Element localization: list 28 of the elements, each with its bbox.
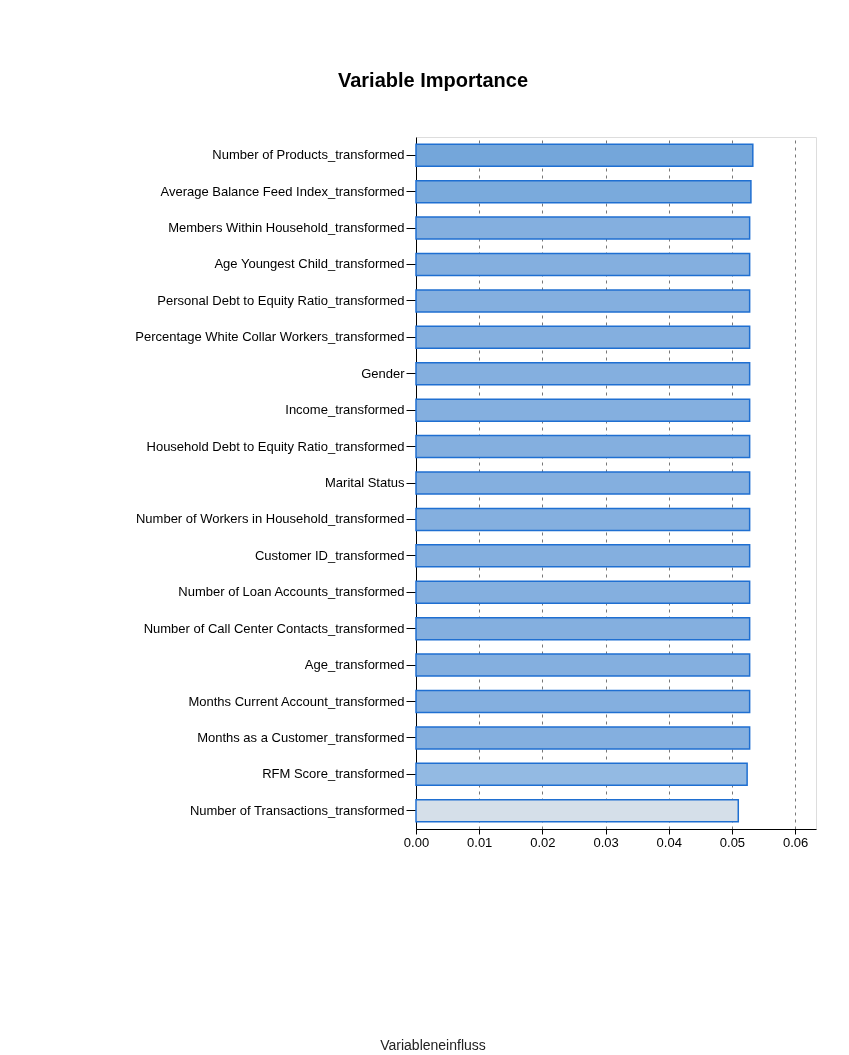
y-tick-label: Number of Call Center Contacts_transformed	[143, 620, 405, 636]
x-tick-label: 0.02	[530, 834, 556, 850]
y-tick-label: Number of Transactions_transformed	[189, 802, 405, 818]
x-tick-label: 0.06	[782, 834, 809, 850]
y-tick-label: Customer ID_transformed	[254, 547, 405, 563]
x-tick-label: 0.00	[403, 834, 430, 850]
chart-title: Variable Importance	[337, 69, 529, 91]
y-tick-label: Age Youngest Child_transformed	[214, 256, 405, 272]
y-tick-label: Percentage White Collar Workers_transformed	[135, 329, 405, 345]
x-tick-label: 0.03	[593, 834, 619, 850]
y-tick-label: Months as a Customer_transformed	[197, 729, 405, 745]
y-tick-label: Number of Workers in Household_transformed	[135, 511, 405, 527]
y-tick-label: Household Debt to Equity Ratio_transformed	[146, 438, 405, 454]
y-tick-label: Average Balance Feed Index_transformed	[160, 183, 405, 199]
y-tick-label: RFM Score_transformed	[262, 766, 405, 782]
y-tick-label: Number of Products_transformed	[212, 147, 405, 163]
y-tick-label: Gender	[361, 365, 406, 381]
y-tick-label: Number of Loan Accounts_transformed	[178, 584, 405, 600]
y-tick-label: Income_transformed	[285, 402, 405, 418]
y-tick-label: Personal Debt to Equity Ratio_transformed	[157, 292, 405, 308]
text: Variableneinfluss	[380, 1037, 486, 1053]
y-tick-label: Members Within Household_transformed	[168, 220, 405, 236]
y-tick-label: Age_transformed	[304, 657, 405, 673]
x-tick-label: 0.04	[656, 834, 682, 850]
y-tick-label: Months Current Account_transformed	[188, 693, 405, 709]
x-tick-label: 0.01	[467, 834, 493, 850]
x-tick-label: 0.05	[719, 834, 746, 850]
y-tick-label: Marital Status	[325, 475, 405, 490]
